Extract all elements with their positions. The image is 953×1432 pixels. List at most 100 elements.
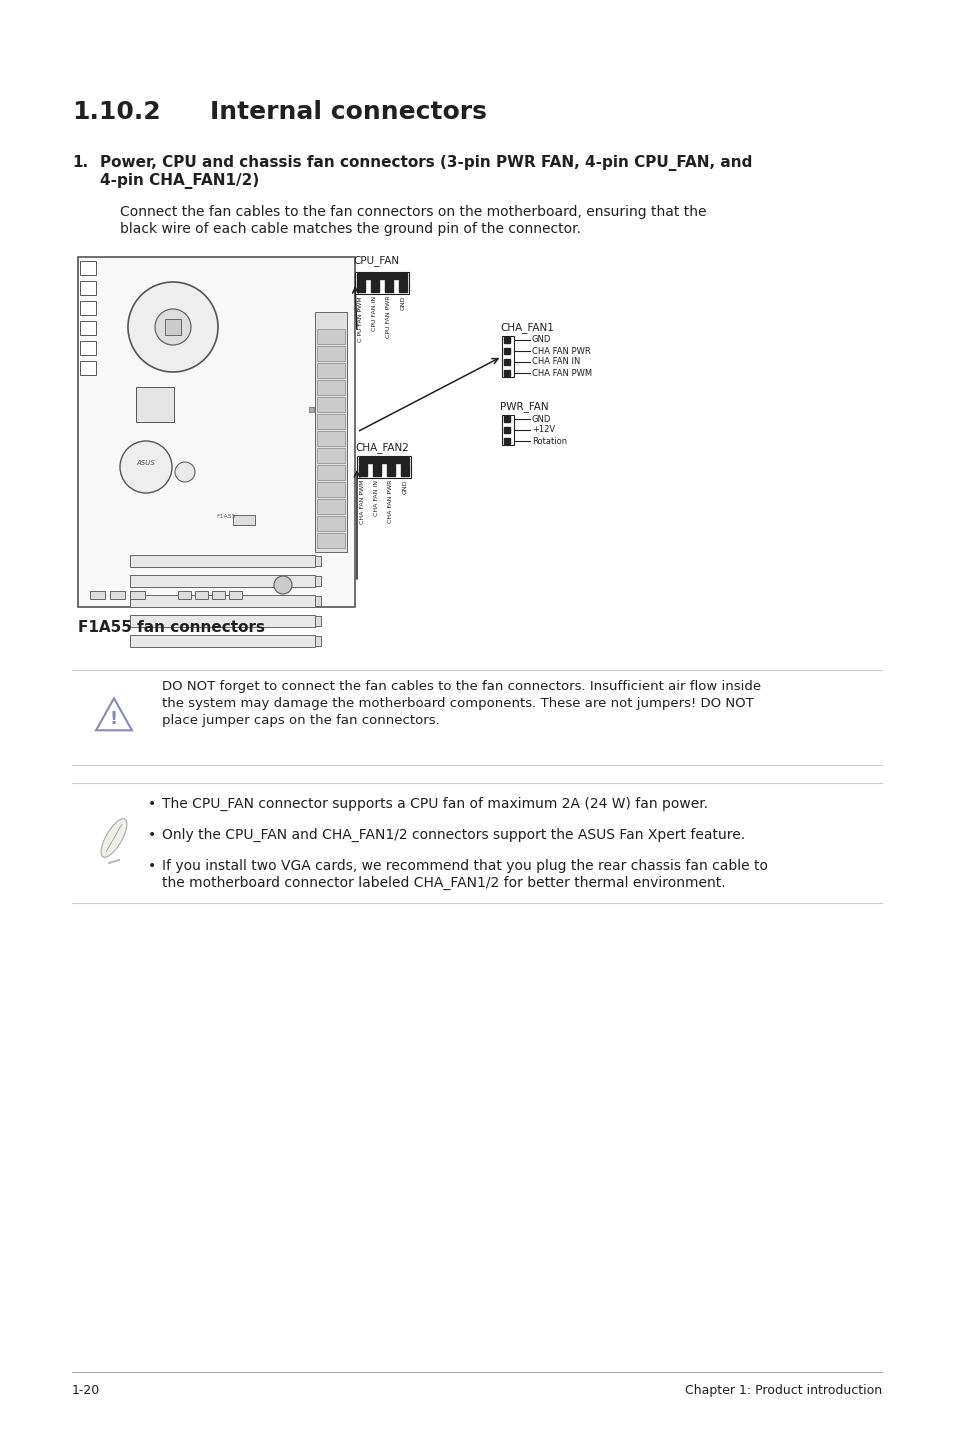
Text: C PU FAN PWM: C PU FAN PWM <box>358 296 363 342</box>
Bar <box>316 533 345 548</box>
Bar <box>316 414 345 430</box>
Circle shape <box>274 576 292 594</box>
Bar <box>356 455 411 478</box>
Text: CPU FAN IN: CPU FAN IN <box>372 296 377 331</box>
Bar <box>316 498 345 514</box>
Bar <box>229 591 242 599</box>
Bar <box>314 576 320 586</box>
Text: DO NOT forget to connect the fan cables to the fan connectors. Insufficient air : DO NOT forget to connect the fan cables … <box>162 680 760 693</box>
Bar <box>212 591 225 599</box>
Bar <box>316 516 345 531</box>
Bar <box>316 448 345 463</box>
Text: CHA_FAN2: CHA_FAN2 <box>355 442 409 453</box>
Bar <box>371 281 378 292</box>
Polygon shape <box>101 819 127 858</box>
Circle shape <box>120 441 172 493</box>
Text: +12V: +12V <box>532 425 555 434</box>
Text: CHA FAN PWR: CHA FAN PWR <box>532 347 590 355</box>
Bar <box>136 387 173 422</box>
Text: PWR_FAN: PWR_FAN <box>499 401 548 412</box>
Bar <box>90 591 105 599</box>
Text: Chapter 1: Product introduction: Chapter 1: Product introduction <box>684 1383 882 1398</box>
Text: CHA FAN IN: CHA FAN IN <box>375 480 379 516</box>
Bar <box>316 483 345 497</box>
Bar <box>80 261 96 275</box>
Text: GND: GND <box>402 480 407 494</box>
Bar <box>503 369 510 377</box>
Bar <box>387 464 395 475</box>
Text: F1A55: F1A55 <box>216 514 235 520</box>
Bar <box>314 556 320 566</box>
Text: CHA FAN PWR: CHA FAN PWR <box>388 480 393 523</box>
Bar <box>314 596 320 606</box>
Bar <box>80 361 96 375</box>
Bar <box>356 281 365 292</box>
Bar <box>358 457 409 463</box>
Bar <box>316 397 345 412</box>
Bar <box>130 591 145 599</box>
Text: 4-pin CHA_FAN1/2): 4-pin CHA_FAN1/2) <box>100 173 259 189</box>
Text: •: • <box>148 859 156 874</box>
Bar <box>80 321 96 335</box>
Bar <box>110 591 125 599</box>
Bar <box>501 415 514 445</box>
Bar <box>130 614 314 627</box>
Text: If you install two VGA cards, we recommend that you plug the rear chassis fan ca: If you install two VGA cards, we recomme… <box>162 859 767 874</box>
Text: CHA FAN IN: CHA FAN IN <box>532 358 579 367</box>
Bar <box>356 274 407 279</box>
Text: Connect the fan cables to the fan connectors on the motherboard, ensuring that t: Connect the fan cables to the fan connec… <box>120 205 706 219</box>
Text: the system may damage the motherboard components. These are not jumpers! DO NOT: the system may damage the motherboard co… <box>162 697 753 710</box>
Text: CPU FAN PWR: CPU FAN PWR <box>386 296 391 338</box>
Text: 1.: 1. <box>71 155 88 170</box>
Text: F1A55 fan connectors: F1A55 fan connectors <box>78 620 265 634</box>
Bar <box>503 348 510 354</box>
Text: GND: GND <box>400 296 405 311</box>
Text: !: ! <box>110 710 118 727</box>
Polygon shape <box>96 699 132 730</box>
Text: GND: GND <box>532 414 551 424</box>
Bar <box>314 616 320 626</box>
Bar <box>233 516 254 526</box>
Text: ASUS: ASUS <box>136 460 155 465</box>
Bar <box>316 347 345 361</box>
Text: •: • <box>148 798 156 811</box>
Bar <box>373 464 380 475</box>
Bar <box>316 329 345 344</box>
Bar <box>178 591 191 599</box>
Text: 1.10.2: 1.10.2 <box>71 100 160 125</box>
Bar <box>503 438 510 444</box>
Text: Internal connectors: Internal connectors <box>210 100 486 125</box>
Text: •: • <box>148 828 156 842</box>
Bar <box>400 464 409 475</box>
Text: The CPU_FAN connector supports a CPU fan of maximum 2A (24 W) fan power.: The CPU_FAN connector supports a CPU fan… <box>162 798 707 811</box>
Bar <box>80 281 96 295</box>
Bar <box>385 281 393 292</box>
Circle shape <box>174 463 194 483</box>
Bar <box>316 379 345 395</box>
Bar <box>355 272 409 294</box>
Bar <box>130 556 314 567</box>
Text: CPU_FAN: CPU_FAN <box>353 255 398 266</box>
Text: Power, CPU and chassis fan connectors (3-pin PWR FAN, 4-pin CPU_FAN, and: Power, CPU and chassis fan connectors (3… <box>100 155 752 170</box>
Circle shape <box>154 309 191 345</box>
Bar <box>316 431 345 445</box>
Bar <box>130 634 314 647</box>
Bar <box>503 427 510 432</box>
Bar <box>358 464 367 475</box>
Bar <box>80 341 96 355</box>
Text: CHA FAN PWM: CHA FAN PWM <box>360 480 365 524</box>
Bar <box>503 359 510 365</box>
Text: Only the CPU_FAN and CHA_FAN1/2 connectors support the ASUS Fan Xpert feature.: Only the CPU_FAN and CHA_FAN1/2 connecto… <box>162 828 744 842</box>
Text: CHA_FAN1: CHA_FAN1 <box>499 322 554 332</box>
Bar <box>194 591 208 599</box>
Text: black wire of each cable matches the ground pin of the connector.: black wire of each cable matches the gro… <box>120 222 580 236</box>
Bar <box>78 256 355 607</box>
Bar <box>130 576 314 587</box>
Bar <box>398 281 407 292</box>
Bar <box>309 407 314 412</box>
Text: CHA FAN PWM: CHA FAN PWM <box>532 368 592 378</box>
Bar <box>314 312 347 551</box>
Bar <box>316 465 345 480</box>
Circle shape <box>128 282 218 372</box>
Bar <box>503 337 510 344</box>
